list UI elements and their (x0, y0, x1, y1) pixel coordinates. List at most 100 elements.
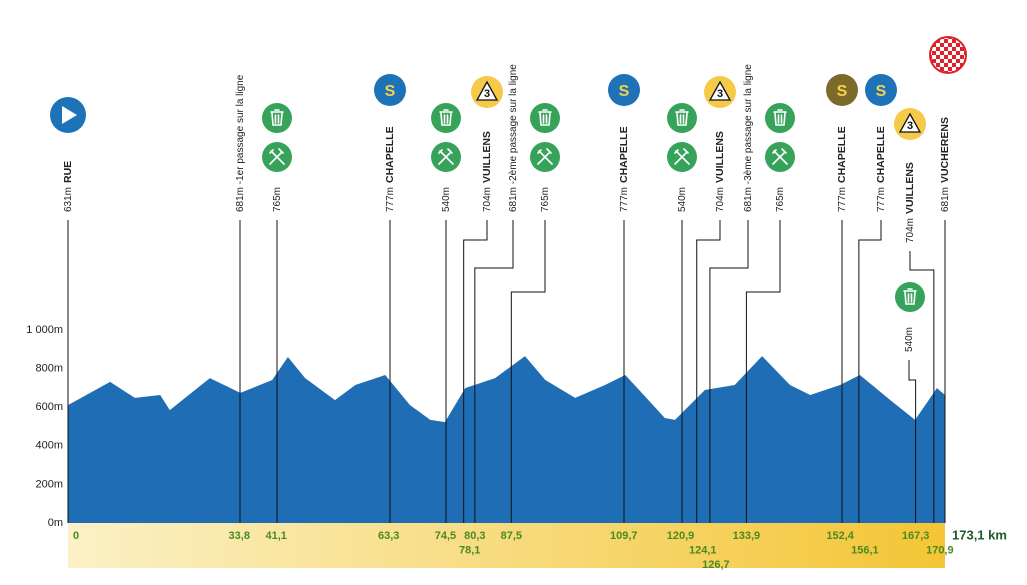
connector (908, 360, 917, 523)
poi-label: 631m RUE (62, 161, 74, 212)
connector (463, 220, 488, 523)
poi-altitude: 540m (441, 187, 452, 212)
km-label: 133,9 (733, 530, 761, 542)
y-tick-label: 800m (35, 363, 63, 375)
poi-label: 704m VUILLENS (481, 131, 493, 212)
food-icon (430, 141, 462, 173)
food-icon (764, 141, 796, 173)
poi-name: CHAPELLE (384, 126, 396, 183)
poi-label: 681m -2ème passage sur la ligne (508, 64, 519, 212)
km-band (68, 523, 945, 568)
poi-altitude: 704m (905, 218, 916, 243)
poi-altitude: 777m (619, 187, 630, 212)
poi-label: 765m (272, 187, 283, 212)
poi-name: VUILLENS (714, 131, 726, 183)
poi-label: 704m VUILLENS (904, 162, 916, 243)
y-tick-label: 0m (48, 517, 63, 529)
poi-label: 540m (441, 187, 452, 212)
connector (909, 251, 935, 523)
connector (858, 220, 882, 523)
connector (474, 220, 514, 523)
start-icon (50, 97, 86, 133)
badge: S (865, 74, 897, 106)
badge: S (826, 74, 858, 106)
km-label: 126,7 (702, 559, 730, 571)
badge-text: 3 (484, 88, 490, 100)
poi-altitude: 777m (385, 187, 396, 212)
km-label: 74,5 (435, 530, 456, 542)
poi-name: VUILLENS (904, 162, 916, 214)
poi-altitude: 681m -2ème passage sur la ligne (508, 64, 519, 212)
badge-text: S (385, 83, 396, 100)
badge-text: S (876, 83, 887, 100)
poi-name: CHAPELLE (618, 126, 630, 183)
poi-altitude: 765m (540, 187, 551, 212)
badge: 3 (471, 76, 503, 108)
connector (696, 220, 721, 523)
poi-altitude: 777m (837, 187, 848, 212)
badge-text: 3 (907, 120, 913, 132)
y-tick-label: 400m (35, 440, 63, 452)
km-label: 63,3 (378, 530, 399, 542)
poi-label: 540m (677, 187, 688, 212)
badge-circle (865, 74, 897, 106)
badge-circle (608, 74, 640, 106)
km-label: 120,9 (667, 530, 695, 542)
climb-triangle (898, 112, 922, 133)
connector (745, 220, 781, 523)
supply-icon (529, 102, 561, 134)
poi-name: CHAPELLE (875, 126, 887, 183)
y-tick-label: 600m (35, 401, 63, 413)
climb-triangle (475, 80, 499, 101)
badge: 3 (704, 76, 736, 108)
km-label: 78,1 (459, 544, 480, 556)
poi-name: CHAPELLE (836, 126, 848, 183)
food-icon (529, 141, 561, 173)
badge-circle (374, 74, 406, 106)
finish-icon (929, 36, 967, 74)
poi-label: 681m -1er passage sur la ligne (235, 74, 246, 212)
poi-altitude: 540m (677, 187, 688, 212)
poi-label: 681m -3ème passage sur la ligne (743, 64, 754, 212)
badge: S (608, 74, 640, 106)
km-label: 152,4 (826, 530, 854, 542)
badge-text: S (837, 83, 848, 100)
km-label: 124,1 (689, 544, 717, 556)
km-label: 41,1 (266, 530, 287, 542)
elevation-area (68, 356, 945, 523)
poi-altitude: 681m (940, 187, 951, 212)
km-label: 80,3 (464, 530, 485, 542)
poi-altitude: 631m (63, 187, 74, 212)
km-label: 173,1 km (952, 527, 1007, 542)
km-label: 0 (73, 530, 79, 542)
icons (50, 36, 967, 313)
poi-altitude: 681m -3ème passage sur la ligne (743, 64, 754, 212)
poi-altitude: 540m (904, 327, 915, 352)
poi-label: 681m VUCHERENS (939, 117, 951, 212)
climb-triangle (708, 80, 732, 101)
poi-name: RUE (62, 161, 74, 183)
badge-text: 3 (717, 88, 723, 100)
poi-label: 765m (775, 187, 786, 212)
poi-label: 704m VUILLENS (714, 131, 726, 212)
poi-altitude: 777m (876, 187, 887, 212)
supply-icon (764, 102, 796, 134)
food-icon (666, 141, 698, 173)
food-icon (261, 141, 293, 173)
supply-icon (261, 102, 293, 134)
km-label: 109,7 (610, 530, 638, 542)
poi-label: 540m (904, 327, 915, 352)
badge: 3 (894, 108, 926, 140)
supply-icon (894, 281, 926, 313)
poi-altitude: 704m (482, 187, 493, 212)
poi-label: 777m CHAPELLE (384, 126, 396, 212)
badge: S (374, 74, 406, 106)
km-label: 170,9 (926, 544, 954, 556)
poi-name: VUCHERENS (939, 117, 951, 183)
poi-name: VUILLENS (481, 131, 493, 183)
supply-icon (666, 102, 698, 134)
km-label: 33,8 (229, 530, 250, 542)
poi-altitude: 704m (715, 187, 726, 212)
connector (709, 220, 749, 523)
